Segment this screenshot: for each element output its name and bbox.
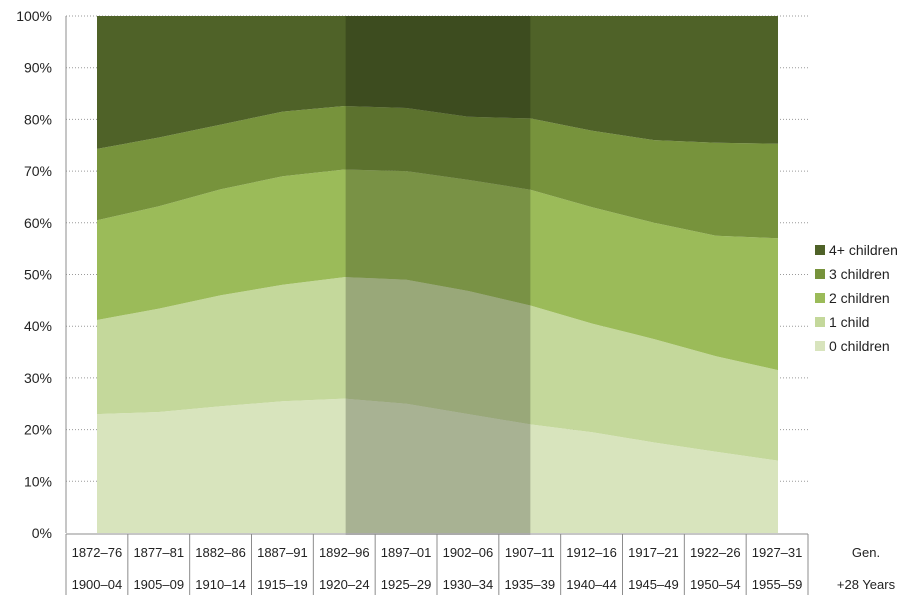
y-tick-label: 60%: [24, 215, 52, 231]
legend-label: 1 child: [829, 314, 869, 330]
x-tick-label-gen: 1897–01: [381, 545, 432, 560]
y-axis-ticks: 0% 10% 20% 30% 40% 50% 60% 70% 80% 90% 100%: [16, 8, 52, 541]
y-tick-label: 50%: [24, 267, 52, 283]
category-table: 1872–76 1877–81 1882–86 1887–91 1892–96 1897–…: [65, 533, 896, 595]
x-tick-label-gen: 1922–26: [690, 545, 741, 560]
x-tick-label-years: 1920–24: [319, 577, 370, 592]
x-tick-label-gen: 1882–86: [195, 545, 246, 560]
y-tick-label: 80%: [24, 111, 52, 127]
y-tick-label: 0%: [32, 525, 52, 541]
x-tick-label-years: 1945–49: [628, 577, 679, 592]
area-2-children: [97, 169, 778, 371]
x-tick-label-gen: 1912–16: [566, 545, 617, 560]
legend-label: 4+ children: [829, 242, 898, 258]
x-tick-label-years: 1950–54: [690, 577, 741, 592]
x-tick-label-years: 1935–39: [504, 577, 555, 592]
y-tick-label: 90%: [24, 60, 52, 76]
x-tick-label-years: 1900–04: [72, 577, 123, 592]
x-tick-label-gen: 1902–06: [443, 545, 494, 560]
x-tick-label-years: 1910–14: [195, 577, 246, 592]
row-label-gen: Gen.: [852, 545, 880, 560]
legend-label: 2 children: [829, 290, 890, 306]
highlight-band: [345, 16, 531, 535]
legend-item: 0 children: [815, 338, 890, 354]
legend-swatch: [815, 341, 825, 351]
area-3-children: [97, 106, 778, 239]
legend-swatch: [815, 293, 825, 303]
legend-item: 3 children: [815, 266, 890, 282]
x-tick-label-gen: 1892–96: [319, 545, 370, 560]
legend-swatch: [815, 269, 825, 279]
x-tick-label-gen: 1872–76: [72, 545, 123, 560]
x-tick-label-gen: 1887–91: [257, 545, 308, 560]
y-tick-label: 30%: [24, 370, 52, 386]
area-1-child: [97, 277, 778, 461]
y-tick-label: 40%: [24, 318, 52, 334]
y-tick-label: 100%: [16, 8, 52, 24]
row-label-years: +28 Years: [837, 577, 896, 592]
x-tick-label-years: 1915–19: [257, 577, 308, 592]
legend-swatch: [815, 245, 825, 255]
area-0-children: [97, 398, 778, 533]
y-tick-label: 10%: [24, 473, 52, 489]
x-tick-label-years: 1955–59: [752, 577, 803, 592]
x-tick-label-gen: 1917–21: [628, 545, 679, 560]
x-tick-label-years: 1905–09: [133, 577, 184, 592]
legend-swatch: [815, 317, 825, 327]
legend-item: 2 children: [815, 290, 890, 306]
x-tick-label-years: 1930–34: [443, 577, 494, 592]
area-series: [97, 16, 778, 533]
x-tick-label-gen: 1927–31: [752, 545, 803, 560]
legend-item: 4+ children: [815, 242, 898, 258]
legend-item: 1 child: [815, 314, 869, 330]
x-tick-label-years: 1940–44: [566, 577, 617, 592]
y-tick-label: 20%: [24, 422, 52, 438]
area-4-plus-children: [97, 16, 778, 149]
legend: 4+ children 3 children 2 children 1 child 0 …: [815, 242, 898, 354]
x-tick-label-gen: 1907–11: [505, 545, 555, 560]
x-tick-label-gen: 1877–81: [133, 545, 184, 560]
x-tick-label-years: 1925–29: [381, 577, 432, 592]
y-tick-label: 70%: [24, 163, 52, 179]
legend-label: 0 children: [829, 338, 890, 354]
legend-label: 3 children: [829, 266, 890, 282]
